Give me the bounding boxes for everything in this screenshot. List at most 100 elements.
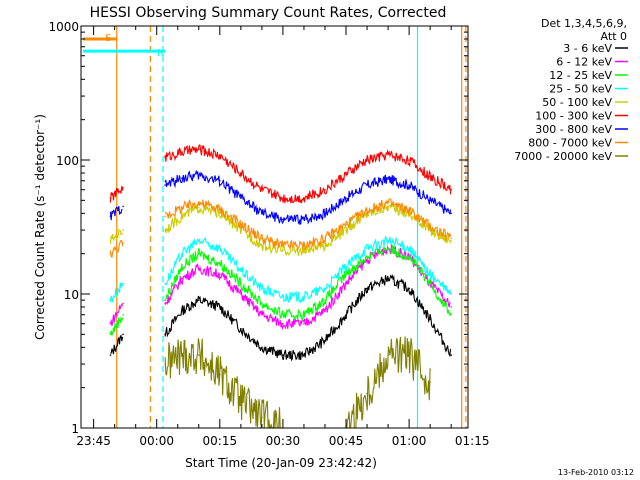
data-point-5-14 — [408, 159, 410, 161]
data-point-6-9 — [303, 218, 305, 221]
data-point-6-16 — [450, 212, 452, 215]
y-tick-label-0: 1 — [71, 422, 79, 436]
data-point-5-0 — [109, 197, 112, 199]
data-point-8-3 — [219, 373, 221, 376]
data-point-0-5 — [219, 306, 221, 308]
data-point-6-10 — [324, 212, 326, 215]
data-point-2-15 — [429, 282, 431, 285]
series-line-0-1 — [164, 273, 452, 362]
data-point-5-13 — [387, 153, 389, 156]
data-point-2-13 — [387, 247, 389, 249]
data-point-6-8 — [282, 218, 284, 221]
data-point-3-5 — [219, 247, 221, 249]
series-line-8-0 — [164, 338, 283, 428]
data-point-7-16 — [450, 237, 452, 240]
data-point-6-3 — [181, 177, 183, 180]
data-point-2-16 — [450, 313, 452, 316]
series-line-6-0 — [109, 206, 123, 221]
data-point-4-11 — [345, 229, 347, 231]
data-point-4-16 — [450, 239, 452, 242]
data-point-3-14 — [408, 247, 410, 249]
series-line-0-0 — [110, 334, 124, 355]
data-point-7-8 — [282, 244, 284, 247]
data-point-2-4 — [197, 252, 200, 255]
data-point-1-11 — [345, 282, 347, 285]
data-point-0-2 — [164, 333, 166, 336]
series-line-3-0 — [109, 282, 124, 304]
data-point-0-16 — [450, 354, 452, 356]
series-line-5-1 — [164, 144, 452, 204]
data-point-8-5 — [261, 416, 263, 419]
series-line-7-0 — [109, 240, 124, 259]
data-point-7-15 — [429, 225, 431, 228]
data-point-6-11 — [345, 197, 347, 199]
data-point-5-15 — [429, 175, 431, 178]
data-point-0-12 — [366, 287, 368, 290]
x-tick-label-3: 00:30 — [266, 434, 301, 448]
data-point-6-13 — [387, 178, 389, 180]
data-point-4-1 — [122, 229, 124, 231]
data-point-1-6 — [240, 293, 242, 295]
series-0 — [109, 273, 452, 362]
data-point-1-7 — [261, 313, 263, 316]
data-point-0-6 — [240, 327, 242, 330]
legend-label-5: 100 - 300 keV — [535, 110, 612, 123]
data-point-2-8 — [282, 313, 284, 316]
data-point-3-10 — [324, 287, 326, 290]
data-point-3-4 — [197, 239, 200, 242]
data-point-0-13 — [387, 277, 389, 280]
legend-label-6: 300 - 800 keV — [535, 123, 612, 136]
data-point-0-9 — [303, 354, 305, 356]
x-tick-label-0: 23:45 — [76, 434, 111, 448]
y-tick-label-2: 100 — [56, 154, 79, 168]
series-line-7-1 — [164, 198, 452, 251]
series-5 — [109, 144, 452, 204]
series-line-3-1 — [164, 235, 452, 304]
series-line-2-1 — [164, 244, 452, 322]
y-tick-label-3: 1000 — [48, 20, 79, 34]
data-point-5-4 — [197, 148, 200, 151]
data-point-3-7 — [261, 287, 263, 290]
data-point-3-9 — [303, 296, 305, 298]
data-point-8-2 — [197, 354, 200, 356]
x-axis-label: Start Time (20-Jan-09 23:42:42) — [185, 456, 377, 470]
data-point-2-0 — [109, 333, 112, 336]
x-tick-label-6: 01:15 — [455, 434, 490, 448]
series-7 — [109, 198, 452, 259]
data-point-5-7 — [261, 188, 263, 191]
data-point-0-8 — [282, 354, 284, 356]
data-point-5-1 — [122, 187, 124, 189]
x-tick-label-4: 00:45 — [329, 434, 364, 448]
data-point-1-2 — [164, 302, 166, 305]
annotation-label-1: N — [157, 48, 164, 59]
data-point-4-0 — [109, 239, 112, 242]
data-point-4-6 — [240, 229, 242, 231]
series-line-5-0 — [109, 186, 124, 203]
data-point-4-7 — [261, 244, 263, 247]
data-point-3-8 — [282, 296, 284, 298]
data-point-7-9 — [303, 244, 305, 247]
data-point-8-4 — [240, 399, 242, 402]
chart-title: HESSI Observing Summary Count Rates, Cor… — [90, 5, 447, 21]
data-point-6-14 — [408, 184, 410, 186]
data-point-3-2 — [164, 282, 166, 285]
series-line-2-0 — [109, 316, 124, 337]
data-point-4-8 — [282, 250, 284, 252]
data-point-7-13 — [387, 201, 389, 204]
legend-label-8: 7000 - 20000 keV — [514, 150, 612, 163]
data-point-4-2 — [164, 229, 166, 231]
data-point-3-12 — [366, 247, 368, 249]
y-tick-label-1: 10 — [64, 288, 79, 302]
data-point-1-10 — [324, 309, 326, 312]
data-point-0-11 — [345, 313, 347, 316]
data-point-6-1 — [122, 205, 124, 208]
data-point-6-6 — [240, 197, 242, 199]
legend-label-7: 800 - 7000 keV — [528, 137, 612, 150]
data-point-6-12 — [366, 184, 368, 186]
series-line-8-1 — [346, 336, 431, 428]
data-point-7-7 — [261, 237, 263, 240]
legend-title: Det 1,3,4,5,6,9, — [541, 17, 627, 30]
legend-label-1: 6 - 12 keV — [556, 56, 612, 69]
data-point-1-3 — [181, 277, 183, 280]
